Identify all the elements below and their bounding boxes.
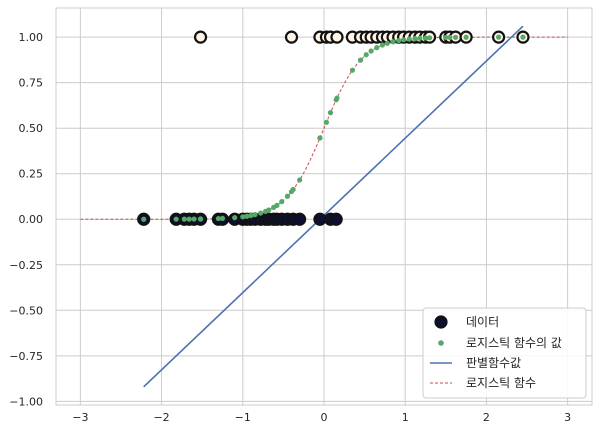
plot-marks bbox=[80, 25, 568, 388]
legend-label-discriminant: 판별함수값 bbox=[466, 356, 521, 370]
logistic-value-point bbox=[363, 52, 369, 58]
logistic-value-point bbox=[232, 215, 238, 221]
logistic-value-point bbox=[400, 37, 407, 43]
plot-frame bbox=[55, 7, 593, 406]
logistic-value-point bbox=[284, 193, 291, 199]
y-tick-label: 0.75 bbox=[19, 77, 44, 90]
data-point bbox=[329, 212, 343, 226]
legend-label-logistic-values: 로지스틱 함수의 값 bbox=[466, 336, 562, 350]
y-tick-label: 1.00 bbox=[19, 31, 44, 44]
logistic-value-point bbox=[181, 216, 187, 222]
x-tick-label: −2 bbox=[153, 411, 169, 424]
data-point bbox=[330, 30, 344, 44]
y-axis-ticks: 1.00 0.75 0.50 0.25 0.00 −0.25 −0.50 −0.75 −1.00 bbox=[9, 31, 43, 408]
discriminant-line bbox=[143, 25, 524, 388]
logistic-value-point bbox=[258, 210, 264, 216]
y-tick-label: −0.75 bbox=[9, 350, 43, 363]
legend-marker-data bbox=[434, 315, 448, 329]
x-tick-label: 3 bbox=[564, 411, 571, 424]
data-point bbox=[293, 212, 307, 226]
logistic-value-point bbox=[379, 42, 386, 48]
logistic-value-point bbox=[443, 34, 449, 41]
x-tick-label: −1 bbox=[235, 411, 251, 424]
logistic-value-point bbox=[396, 37, 402, 44]
logistic-value-point bbox=[349, 67, 356, 73]
logistic-value-point bbox=[279, 199, 285, 205]
logistic-value-point bbox=[327, 110, 334, 116]
legend-box bbox=[422, 307, 587, 399]
logistic-value-point bbox=[274, 202, 280, 208]
y-tick-label: −0.25 bbox=[9, 259, 43, 272]
logistic-value-point bbox=[297, 177, 303, 183]
logistic-value-point bbox=[412, 36, 418, 42]
logistic-value-point bbox=[357, 57, 364, 63]
logistic-value-point bbox=[390, 39, 396, 45]
logistic-value-point bbox=[266, 207, 272, 213]
logistic-value-point bbox=[463, 34, 469, 40]
logistic-value-point bbox=[447, 34, 453, 40]
logistic-curve bbox=[80, 36, 568, 220]
data-point bbox=[284, 30, 299, 44]
logistic-value-point bbox=[520, 34, 526, 40]
logistic-value-point bbox=[426, 35, 433, 41]
data-point bbox=[193, 30, 208, 44]
logistic-value-point bbox=[197, 216, 204, 222]
x-tick-label: 0 bbox=[321, 411, 328, 424]
x-tick-label: −3 bbox=[72, 411, 88, 424]
data-point bbox=[313, 212, 327, 226]
legend-marker-logistic-values bbox=[438, 340, 444, 346]
logistic-value-point bbox=[368, 48, 374, 54]
legend-label-logistic: 로지스틱 함수 bbox=[466, 376, 536, 390]
logistic-value-point bbox=[219, 215, 226, 222]
logistic-value-point bbox=[173, 216, 179, 222]
logistic-value-point bbox=[244, 213, 250, 219]
legend-label-data: 데이터 bbox=[466, 315, 499, 329]
logistic-value-point bbox=[334, 95, 340, 101]
y-tick-label: −0.50 bbox=[9, 304, 43, 317]
logistic-value-point bbox=[191, 216, 197, 222]
logistic-value-point bbox=[422, 35, 429, 41]
y-tick-label: −1.00 bbox=[9, 395, 43, 408]
logistic-value-point bbox=[406, 36, 412, 42]
x-tick-label: 2 bbox=[483, 411, 490, 424]
logistic-value-point bbox=[215, 215, 222, 222]
y-tick-label: 0.25 bbox=[19, 168, 44, 181]
y-tick-label: 0.00 bbox=[19, 213, 44, 226]
logistic-value-point bbox=[240, 214, 246, 220]
y-tick-label: 0.50 bbox=[19, 122, 44, 135]
logistic-value-point bbox=[186, 216, 192, 222]
logistic-value-point bbox=[323, 119, 330, 125]
logistic-value-point bbox=[417, 35, 423, 41]
logistic-value-point bbox=[384, 40, 390, 46]
logistic-value-point bbox=[374, 45, 380, 51]
logistic-value-point bbox=[317, 135, 323, 141]
x-axis-ticks: −3 −2 −1 0 1 2 3 bbox=[72, 411, 571, 424]
logistic-value-point bbox=[496, 34, 502, 40]
x-tick-label: 1 bbox=[402, 411, 409, 424]
logistic-value-point bbox=[252, 212, 258, 218]
logistic-value-point bbox=[288, 188, 295, 195]
logistic-value-point bbox=[248, 212, 254, 219]
logistic-value-point bbox=[141, 216, 147, 222]
logistic-value-point bbox=[452, 34, 459, 40]
